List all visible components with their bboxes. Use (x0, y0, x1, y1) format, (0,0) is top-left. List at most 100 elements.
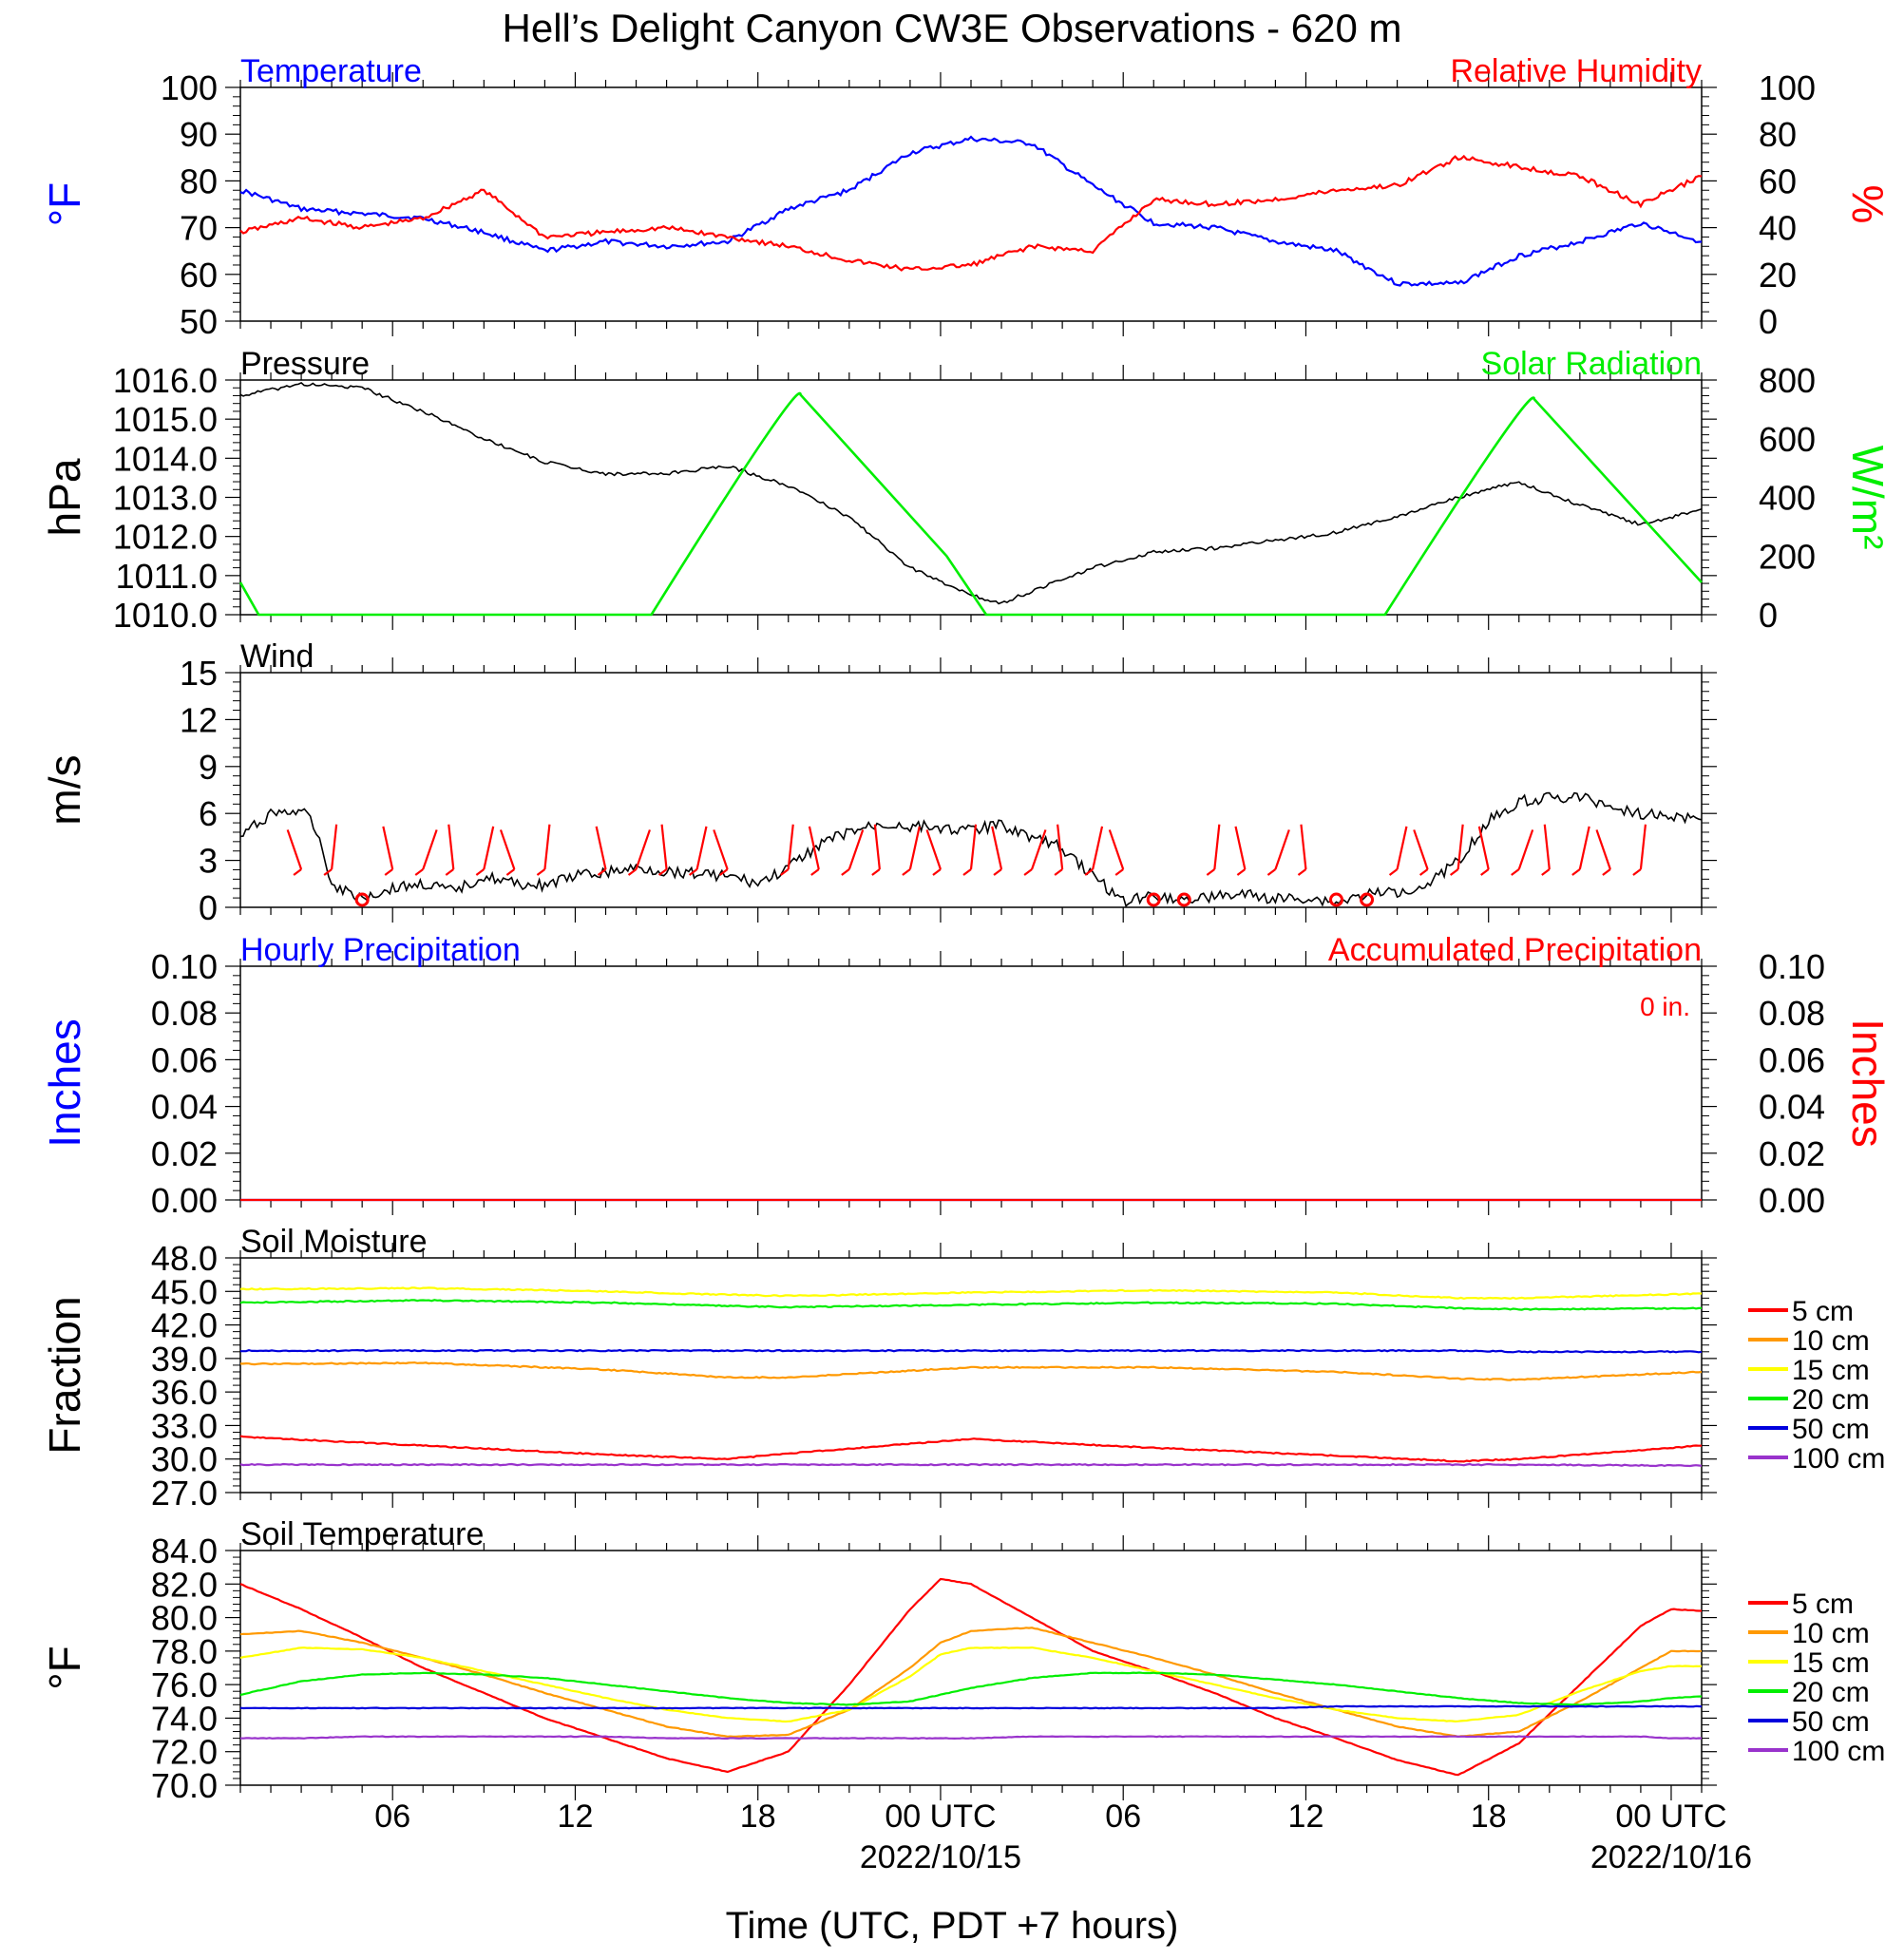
wind-barb (1517, 829, 1534, 870)
y-tick-label: 30.0 (151, 1440, 218, 1479)
panel-pressure_solar: 1010.01011.01012.01013.01014.01015.01016… (40, 346, 1893, 635)
y-axis-title-left: °F (40, 1646, 89, 1690)
x-tick-label: 06 (1105, 1798, 1141, 1835)
y-right-tick-label: 0.02 (1759, 1134, 1825, 1173)
panel-title-right: Accumulated Precipitation (1328, 932, 1702, 968)
y-tick-label: 0.00 (151, 1181, 218, 1220)
legend-entry: 5 cm (1792, 1296, 1854, 1327)
series-line (239, 1577, 1702, 1777)
calm-wind-circle (1329, 892, 1343, 907)
y-tick-label: 74.0 (151, 1699, 218, 1738)
x-axis: 06 12 18 00 UTC 2022/10/15 06 12 18 00 UTC 2022/1… (374, 1798, 1752, 1875)
wind-barb (543, 824, 551, 870)
wind-barb-flag (1511, 868, 1520, 876)
y-tick-label: 45.0 (151, 1272, 218, 1311)
calm-wind-circle (1360, 892, 1375, 907)
y-tick-label: 0 (199, 888, 218, 927)
wind-barb-flag (1023, 868, 1033, 876)
wind-barb (1595, 829, 1611, 870)
x-tick-date-label: 2022/10/15 (860, 1839, 1021, 1875)
wind-barb-flag (1236, 868, 1247, 876)
y-tick-label: 3 (199, 842, 218, 881)
y-tick-label: 27.0 (151, 1474, 218, 1513)
wind-barb-flag (597, 868, 607, 876)
x-tick-label: 00 UTC (885, 1798, 996, 1835)
y-tick-label: 1015.0 (113, 400, 218, 439)
y-right-tick-label: 0.00 (1759, 1181, 1825, 1220)
legend-entry: 50 cm (1792, 1414, 1870, 1445)
wind-barb (1413, 829, 1429, 870)
y-axis-title-left: Fraction (40, 1296, 89, 1454)
panel-temp_rh: 50 60 70 80 90 100 0 20 40 60 80 100 Temperature Rela… (40, 53, 1893, 341)
wind-barb (969, 824, 978, 870)
series-line (239, 1646, 1703, 1723)
y-tick-label: 0.08 (151, 994, 218, 1033)
calm-wind-circle (354, 892, 370, 907)
y-tick-label: 9 (199, 748, 218, 787)
x-axis-title: Time (UTC, PDT +7 hours) (726, 1905, 1179, 1947)
y-axis-title-right: W/m² (1843, 446, 1893, 550)
wind-barb-flag (627, 868, 638, 876)
wind-barb-flag (962, 868, 972, 876)
wind-barb (1639, 824, 1647, 870)
y-tick-label: 39.0 (151, 1340, 218, 1379)
y-tick-label: 1010.0 (113, 596, 218, 635)
legend-entry: 50 cm (1792, 1706, 1870, 1738)
y-right-tick-label: 600 (1759, 420, 1816, 459)
series-line (239, 154, 1703, 272)
wind-barb (1300, 824, 1307, 870)
y-tick-label: 33.0 (151, 1406, 218, 1445)
y-axis-title-right: Inches (1843, 1018, 1893, 1148)
y-tick-label: 48.0 (151, 1239, 218, 1278)
y-axis-title-left: °F (40, 182, 89, 227)
y-tick-label: 0.04 (151, 1088, 218, 1127)
y-tick-label: 84.0 (151, 1532, 218, 1570)
wind-barb (1578, 826, 1590, 870)
series-line (239, 135, 1703, 287)
wind-barb-flag (536, 868, 546, 876)
y-right-tick-label: 40 (1759, 209, 1797, 248)
y-tick-label: 80 (180, 162, 218, 200)
series-line (239, 1735, 1703, 1741)
panel-title-left: Hourly Precipitation (240, 932, 521, 968)
y-right-tick-label: 0.04 (1759, 1088, 1825, 1127)
y-right-tick-label: 80 (1759, 115, 1797, 154)
y-right-tick-label: 0.08 (1759, 994, 1825, 1033)
y-tick-label: 100 (161, 68, 218, 107)
y-tick-label: 78.0 (151, 1632, 218, 1671)
y-right-tick-label: 800 (1759, 361, 1816, 400)
y-tick-label: 0.10 (151, 947, 218, 986)
y-tick-label: 1012.0 (113, 518, 218, 557)
x-tick-label: 00 UTC (1615, 1798, 1726, 1835)
legend-entry: 5 cm (1792, 1589, 1854, 1620)
wind-barb-flag (719, 868, 729, 876)
wind-barb (635, 829, 651, 870)
y-right-tick-label: 0.10 (1759, 947, 1825, 986)
wind-barb (422, 829, 438, 870)
panel-title-right: Relative Humidity (1450, 53, 1702, 89)
wind-barb (499, 829, 516, 870)
wind-barb (908, 826, 921, 870)
wind-barb-flag (1114, 868, 1124, 876)
y-axis-title-left: m/s (40, 754, 89, 825)
wind-barb-flag (1541, 868, 1551, 876)
y-tick-label: 15 (180, 654, 218, 693)
panel-title-left: Wind (240, 638, 314, 675)
wind-barb-flag (1084, 868, 1094, 876)
x-tick-label: 18 (1471, 1798, 1507, 1835)
y-tick-label: 60 (180, 256, 218, 295)
y-tick-label: 72.0 (151, 1733, 218, 1772)
series-line (239, 1671, 1703, 1706)
wind-barb (1057, 824, 1064, 870)
panel-title-left: Temperature (240, 53, 422, 89)
wind-barb-flag (1266, 868, 1277, 876)
wind-barb (1477, 826, 1490, 870)
wind-barb-flag (414, 868, 424, 876)
x-tick-label: 18 (740, 1798, 776, 1835)
wind-barb-flag (293, 868, 302, 876)
y-right-tick-label: 0 (1759, 302, 1778, 341)
wind-barb (808, 826, 820, 870)
